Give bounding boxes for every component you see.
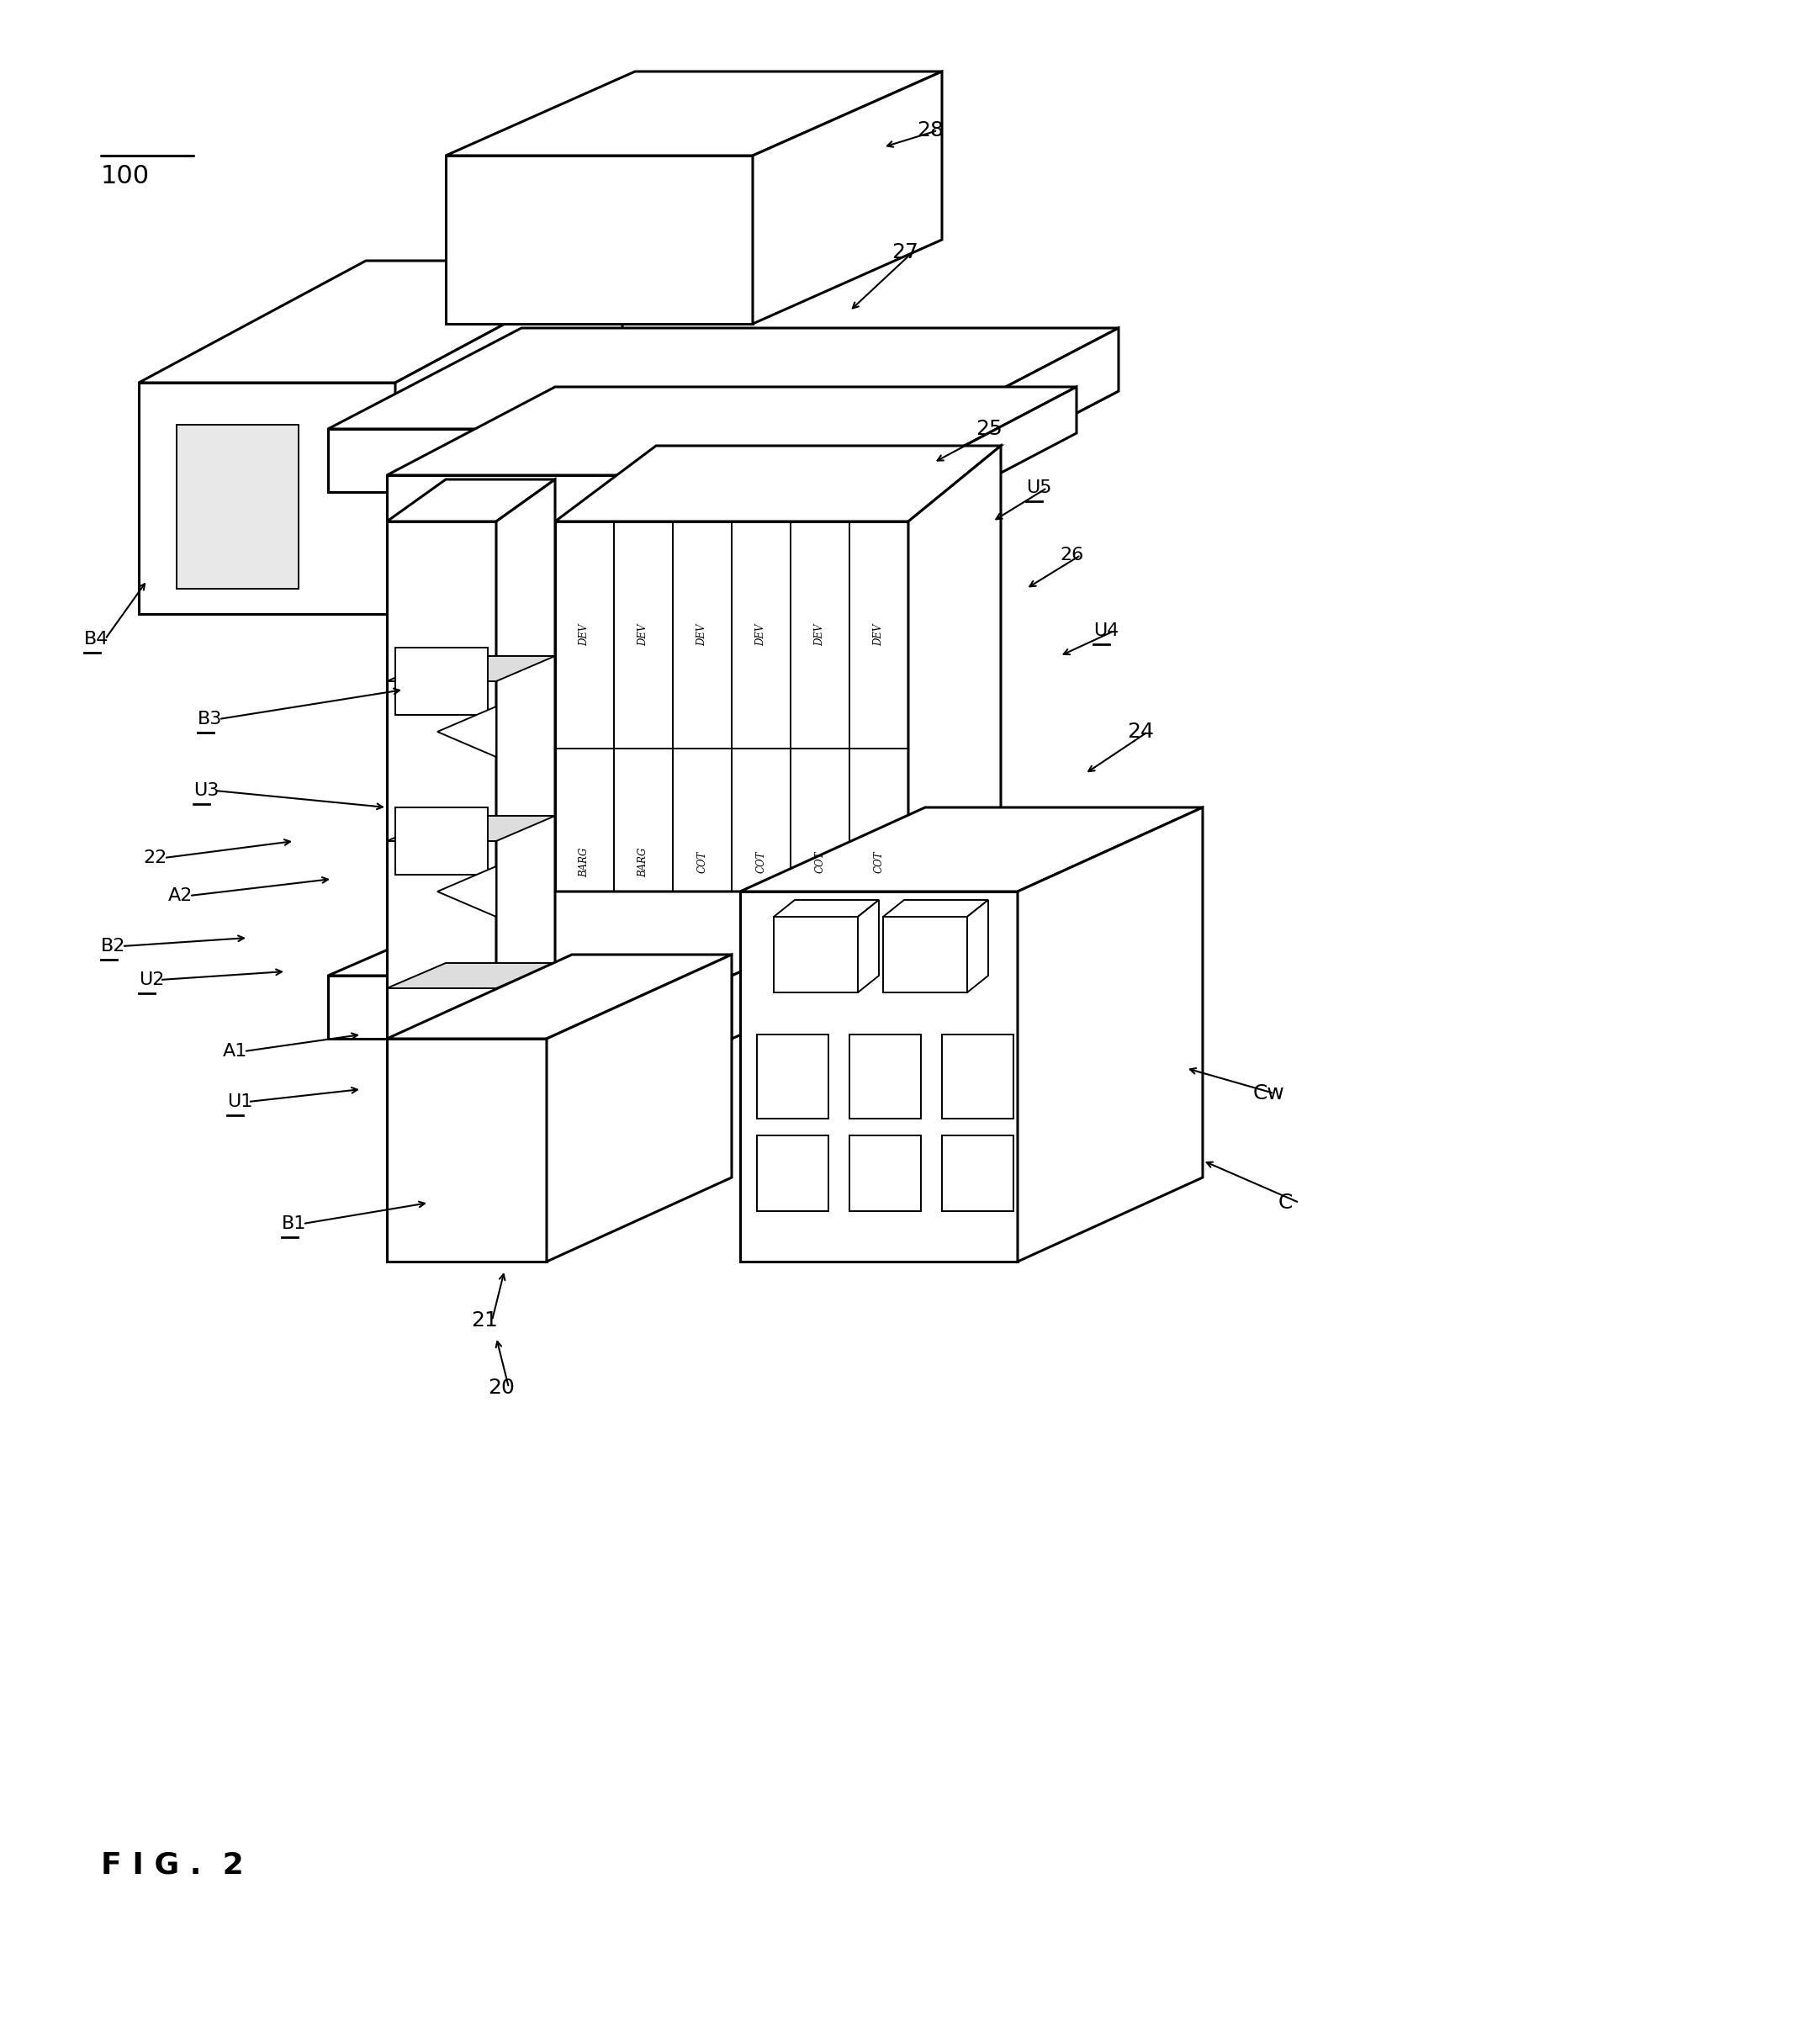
Polygon shape — [757, 1034, 828, 1118]
Text: 26: 26 — [1059, 547, 1083, 563]
Text: Cw: Cw — [1254, 1083, 1285, 1103]
Text: 24: 24 — [1127, 721, 1154, 742]
Polygon shape — [395, 648, 488, 715]
Polygon shape — [388, 475, 908, 522]
Polygon shape — [328, 892, 925, 975]
Polygon shape — [388, 656, 555, 681]
Polygon shape — [908, 386, 1076, 522]
Text: U3: U3 — [193, 782, 218, 799]
Text: 21: 21 — [471, 1311, 499, 1331]
Polygon shape — [328, 429, 925, 492]
Polygon shape — [883, 900, 988, 916]
Polygon shape — [446, 71, 943, 156]
Text: B4: B4 — [84, 630, 109, 648]
Polygon shape — [437, 866, 497, 916]
Text: B3: B3 — [198, 711, 222, 727]
Polygon shape — [388, 955, 732, 1038]
Text: 22: 22 — [144, 849, 167, 866]
Polygon shape — [546, 955, 732, 1262]
Text: 25: 25 — [976, 419, 1003, 439]
Polygon shape — [388, 522, 497, 1038]
Text: C: C — [1278, 1193, 1292, 1213]
Polygon shape — [388, 963, 555, 988]
Text: F I G .  2: F I G . 2 — [100, 1851, 244, 1880]
Polygon shape — [850, 1136, 921, 1211]
Polygon shape — [773, 900, 879, 916]
Text: 28: 28 — [917, 120, 943, 140]
Polygon shape — [732, 892, 925, 1038]
Polygon shape — [555, 445, 1001, 522]
Polygon shape — [850, 1034, 921, 1118]
Text: BARG: BARG — [579, 847, 590, 878]
Polygon shape — [908, 445, 1001, 975]
Polygon shape — [328, 327, 1119, 429]
Polygon shape — [437, 707, 497, 758]
Polygon shape — [388, 480, 555, 522]
Polygon shape — [883, 916, 966, 992]
Text: COT: COT — [874, 851, 885, 874]
Text: U5: U5 — [1026, 480, 1052, 496]
Text: DEV: DEV — [639, 624, 650, 646]
Text: 100: 100 — [100, 165, 149, 189]
Polygon shape — [555, 522, 908, 975]
Polygon shape — [857, 900, 879, 992]
Text: DEV: DEV — [815, 624, 826, 646]
Polygon shape — [388, 815, 555, 841]
Text: DEV: DEV — [874, 624, 885, 646]
Text: 27: 27 — [892, 242, 919, 262]
Text: U4: U4 — [1094, 622, 1119, 640]
Text: BARG: BARG — [639, 847, 650, 878]
Text: U2: U2 — [138, 971, 164, 988]
Polygon shape — [388, 1038, 546, 1262]
Text: B2: B2 — [100, 939, 126, 955]
Polygon shape — [395, 260, 622, 614]
Polygon shape — [943, 1136, 1014, 1211]
Text: DEV: DEV — [697, 624, 708, 646]
Polygon shape — [966, 900, 988, 992]
Polygon shape — [741, 892, 1017, 1262]
Polygon shape — [388, 386, 1076, 475]
Polygon shape — [177, 425, 298, 589]
Text: DEV: DEV — [579, 624, 590, 646]
Polygon shape — [446, 156, 753, 323]
Polygon shape — [943, 1034, 1014, 1118]
Polygon shape — [757, 1136, 828, 1211]
Polygon shape — [497, 480, 555, 1038]
Text: A2: A2 — [167, 888, 193, 904]
Polygon shape — [741, 807, 1203, 892]
Polygon shape — [925, 327, 1119, 492]
Text: DEV: DEV — [755, 624, 766, 646]
Text: U1: U1 — [228, 1093, 253, 1109]
Polygon shape — [395, 807, 488, 874]
Text: B1: B1 — [282, 1215, 306, 1231]
Text: 20: 20 — [488, 1378, 515, 1398]
Polygon shape — [753, 71, 943, 323]
Polygon shape — [138, 382, 395, 614]
Text: A1: A1 — [222, 1042, 248, 1061]
Polygon shape — [1017, 807, 1203, 1262]
Text: COT: COT — [755, 851, 766, 874]
Polygon shape — [138, 260, 622, 382]
Polygon shape — [773, 916, 857, 992]
Text: COT: COT — [815, 851, 826, 874]
Polygon shape — [328, 390, 1119, 492]
Text: COT: COT — [697, 851, 708, 874]
Polygon shape — [328, 975, 732, 1038]
